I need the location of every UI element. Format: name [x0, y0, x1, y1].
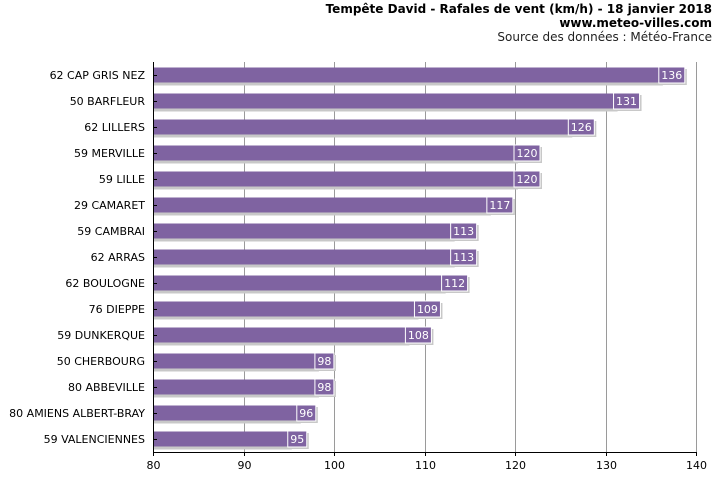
x-tick-label: 90	[238, 459, 252, 472]
bar	[154, 119, 570, 135]
chart-title: Tempête David - Rafales de vent (km/h) -…	[325, 2, 712, 16]
bar	[154, 249, 452, 265]
value-label: 112	[444, 277, 465, 290]
x-axis: 80 90 100 110 120 130 140	[147, 62, 707, 472]
bar	[154, 327, 407, 343]
bar	[154, 67, 660, 83]
data-source: Source des données : Météo-France	[497, 30, 712, 44]
value-label-box	[441, 274, 469, 292]
x-tick-label: 140	[686, 459, 707, 472]
bar	[154, 301, 416, 317]
value-label-box	[450, 248, 478, 266]
bar	[154, 145, 515, 161]
category-label: 59 VALENCIENNES	[44, 433, 145, 446]
bar	[154, 353, 316, 369]
category-label: 29 CAMARET	[74, 199, 145, 212]
value-label: 126	[571, 121, 592, 134]
value-label-box	[567, 118, 595, 136]
category-label: 62 CAP GRIS NEZ	[50, 69, 146, 82]
x-tick-label: 110	[415, 459, 436, 472]
value-label: 136	[661, 69, 682, 82]
value-label: 108	[408, 329, 429, 342]
category-label: 50 CHERBOURG	[57, 355, 145, 368]
category-label: 59 MERVILLE	[74, 147, 145, 160]
value-label-box	[658, 66, 686, 84]
category-label: 80 ABBEVILLE	[68, 381, 145, 394]
value-label: 113	[453, 225, 474, 238]
category-label: 62 ARRAS	[91, 251, 145, 264]
value-label-box	[314, 378, 335, 396]
value-label-box	[513, 144, 541, 162]
bar	[154, 171, 515, 187]
value-label-box	[296, 404, 317, 422]
category-label: 59 LILLE	[99, 173, 145, 186]
value-label: 109	[417, 303, 438, 316]
value-label: 117	[489, 199, 510, 212]
bar	[154, 379, 316, 395]
x-tick-label: 100	[324, 459, 345, 472]
value-label-box	[404, 326, 432, 344]
value-label: 98	[317, 355, 331, 368]
bar	[154, 197, 488, 213]
value-label: 95	[290, 433, 304, 446]
category-label: 80 AMIENS ALBERT-BRAY	[9, 407, 145, 420]
value-label: 120	[517, 147, 538, 160]
category-labels: 62 CAP GRIS NEZ 50 BARFLEUR 62 LILLERS 59 M…	[9, 69, 145, 446]
value-label-box	[513, 170, 541, 188]
category-label: 59 DUNKERQUE	[57, 329, 145, 342]
site-url: www.meteo-villes.com	[559, 16, 712, 30]
category-label: 62 BOULOGNE	[65, 277, 145, 290]
value-label: 113	[453, 251, 474, 264]
value-label-box	[486, 196, 514, 214]
value-label: 96	[299, 407, 313, 420]
value-label-box	[314, 352, 335, 370]
value-label: 98	[317, 381, 331, 394]
bar	[154, 275, 443, 291]
x-tick-label: 80	[147, 459, 161, 472]
x-tick-label: 130	[596, 459, 617, 472]
bar	[154, 223, 452, 239]
bar	[154, 431, 289, 447]
category-label: 62 LILLERS	[84, 121, 145, 134]
value-label-box	[287, 430, 308, 448]
bar	[154, 405, 298, 421]
category-label: 59 CAMBRAI	[77, 225, 145, 238]
value-label-box	[613, 92, 641, 110]
x-tick-label: 120	[505, 459, 526, 472]
value-label: 131	[616, 95, 637, 108]
value-label: 120	[517, 173, 538, 186]
value-label-box	[413, 300, 441, 318]
category-label: 76 DIEPPE	[89, 303, 145, 316]
category-label: 50 BARFLEUR	[70, 95, 146, 108]
bars: 136 131 126 120 120 117 113 113 112 109 108 98 98 96 9…	[154, 66, 687, 450]
value-label-box	[450, 222, 478, 240]
bar	[154, 93, 615, 109]
